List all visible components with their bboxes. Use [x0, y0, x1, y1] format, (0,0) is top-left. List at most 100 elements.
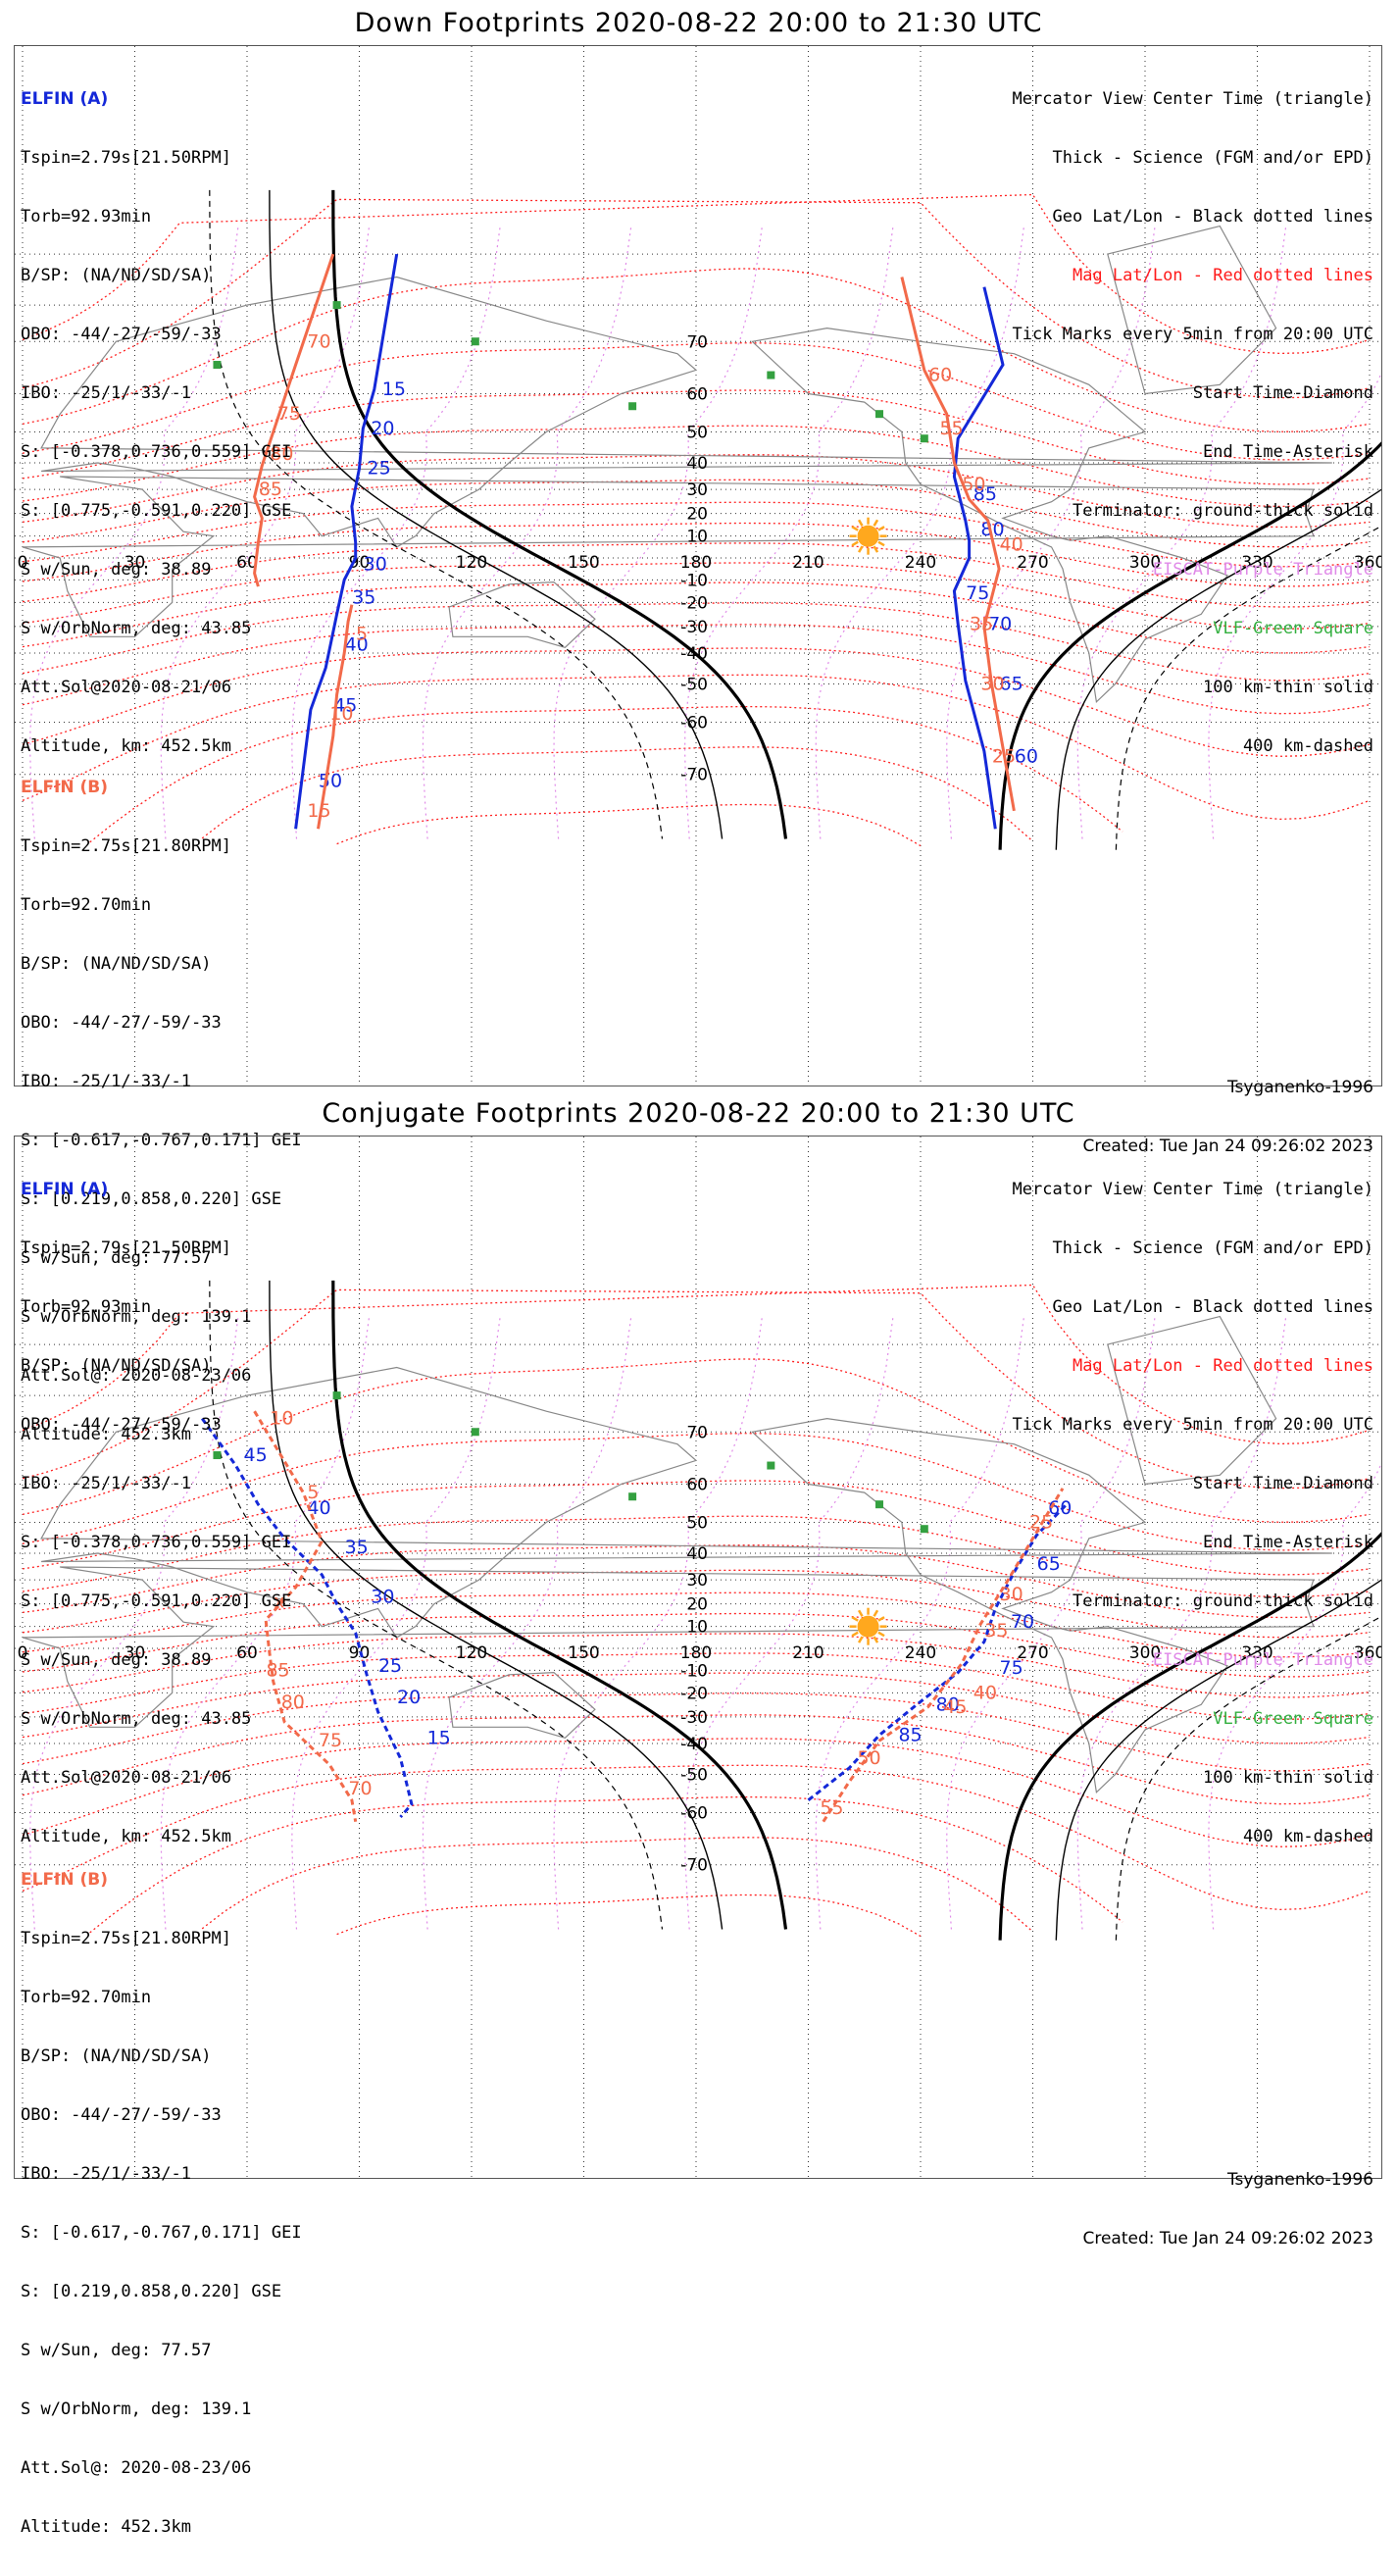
mag-lat-line	[22, 1544, 1371, 1619]
mag-lat-line	[22, 193, 1371, 355]
time-tick-label: 20	[397, 1687, 421, 1708]
vlf-station-marker	[628, 1492, 637, 1501]
elfin-b-tspin: Tspin=2.75s[21.80RPM]	[21, 1929, 231, 1948]
orbit-track	[200, 1417, 414, 1818]
lat-tick-label: -70	[680, 1856, 708, 1876]
lat-tick-label: -30	[680, 1708, 708, 1728]
time-tick-label: 35	[970, 613, 993, 634]
mag-lat-line	[22, 389, 1371, 485]
lat-tick-label: -70	[680, 766, 708, 785]
terminator-line	[269, 189, 723, 839]
lon-tick-label: 180	[680, 553, 712, 573]
mag-lon-line	[946, 226, 1156, 839]
mag-lat-line	[336, 1894, 922, 1938]
lat-tick-label: 30	[686, 1571, 708, 1591]
elfin-b-gei: S: [-0.617,-0.767,0.171] GEI	[21, 2223, 302, 2243]
lon-tick-label: 300	[1129, 553, 1161, 573]
terminator-line	[1115, 1615, 1381, 1941]
time-tick-label: 50	[319, 770, 342, 791]
elfin-b-bsp: B/SP: (NA/ND/SD/SA)	[21, 2046, 212, 2066]
continent-outline	[1107, 1315, 1277, 1486]
elfin-a-obo: OBO: -44/-27/-59/-33	[21, 325, 222, 344]
lon-tick-label: 60	[236, 1643, 258, 1663]
time-tick-label: 80	[281, 1692, 305, 1713]
time-tick-label: 75	[277, 403, 301, 425]
vlf-station-marker	[875, 410, 884, 419]
mag-lat-line	[22, 1633, 1371, 1698]
mercator-map: 0 30 60 90 120 150 180 210 240 270 300 330 360706050…	[15, 46, 1381, 1086]
lat-tick-label: -10	[680, 571, 708, 590]
time-tick-label: 65	[1000, 674, 1023, 695]
time-tick-label: 75	[1000, 1657, 1023, 1679]
time-tick-label: 85	[973, 483, 997, 505]
legend-item: Mercator View Center Time (triangle)	[1012, 89, 1373, 109]
panel-title: Conjugate Footprints 2020-08-22 20:00 to…	[322, 1098, 1075, 1129]
lon-tick-label: 240	[905, 553, 936, 573]
legend-item: Tick Marks every 5min from 20:00 UTC	[1012, 325, 1373, 344]
continent-outline	[448, 581, 596, 648]
time-tick-label: 5	[307, 1482, 319, 1503]
legend-item: Start Time-Diamond	[1192, 1474, 1373, 1493]
terminator-line	[209, 189, 664, 839]
elfin-a-title: ELFIN (A)	[21, 1180, 109, 1199]
legend-item: Mag Lat/Lon - Red dotted lines	[1072, 1356, 1373, 1376]
time-tick-label: 25	[378, 1655, 402, 1677]
time-tick-label: 10	[270, 1408, 293, 1430]
continent-outline	[22, 476, 1315, 637]
down-footprints-panel: Down Footprints 2020-08-22 20:00 to 21:3…	[0, 0, 1397, 1444]
time-tick-label: 60	[928, 365, 952, 386]
time-tick-label: 85	[898, 1725, 922, 1746]
lat-tick-label: 10	[686, 528, 708, 547]
time-tick-label: 60	[1015, 746, 1038, 768]
mag-lon-line	[553, 226, 763, 839]
sun-ray	[857, 1609, 864, 1617]
lat-tick-label: 40	[686, 1544, 708, 1564]
lon-tick-label: 120	[456, 1643, 487, 1663]
elfin-a-tspin: Tspin=2.79s[21.50RPM]	[21, 1238, 231, 1258]
terminator-line	[1055, 488, 1381, 850]
sun-ray	[851, 1631, 859, 1638]
lon-tick-label: 240	[905, 1643, 936, 1663]
legend-item: 400 km-dashed	[1242, 1827, 1373, 1846]
time-tick-label: 15	[382, 379, 406, 400]
legend-item: End Time-Asterisk	[1203, 442, 1373, 462]
elfin-b-attsol: Att.Sol@: 2020-08-23/06	[21, 1366, 252, 1386]
continent-outline	[1107, 225, 1277, 395]
time-tick-label: 25	[1029, 1511, 1053, 1533]
time-tick-label: 60	[1048, 1497, 1072, 1519]
time-tick-label: 45	[943, 1696, 967, 1718]
mag-lon-line	[683, 1316, 894, 1930]
vlf-station-marker	[875, 1500, 884, 1509]
created-timestamp: Created: Tue Jan 24 09:26:02 2023	[1082, 1136, 1373, 1156]
time-tick-label: 85	[259, 479, 282, 500]
time-tick-label: 35	[984, 1620, 1008, 1642]
elfin-a-bsp: B/SP: (NA/ND/SD/SA)	[21, 1356, 212, 1376]
lon-tick-label: 210	[792, 553, 823, 573]
mag-lat-line	[22, 1612, 1371, 1678]
continent-outline	[751, 327, 1228, 704]
mercator-map: 0 30 60 90 120 150 180 210 240 270 300 330 360706050…	[15, 1136, 1381, 2178]
mag-lat-line	[201, 1837, 1033, 1933]
elfin-a-altitude: Altitude, km: 452.5km	[21, 1827, 231, 1846]
sun-ray	[877, 1616, 885, 1622]
mag-lon-line	[553, 1316, 763, 1930]
elfin-a-gse: S: [0.775,-0.591,0.220] GSE	[21, 1591, 292, 1611]
time-tick-label: 55	[939, 418, 963, 439]
elfin-a-gse: S: [0.775,-0.591,0.220] GSE	[21, 501, 292, 521]
legend-item: Terminator: ground-thick solid	[1072, 501, 1373, 521]
lat-tick-label: 30	[686, 480, 708, 500]
elfin-b-info: ELFIN (B) Tspin=2.75s[21.80RPM] Torb=92.…	[21, 1831, 302, 2576]
lat-tick-label: -50	[680, 1766, 708, 1786]
footer: Tsyganenko-1996 Created: Tue Jan 24 09:2…	[1082, 2131, 1373, 2288]
time-tick-label: 70	[348, 1778, 372, 1799]
elfin-a-info: ELFIN (A) Tspin=2.79s[21.50RPM] Torb=92.…	[21, 50, 291, 795]
sun-ray	[851, 1616, 859, 1622]
lon-tick-label: 180	[680, 1643, 712, 1663]
mag-lat-line	[22, 1358, 1371, 1523]
map-frame: 0 30 60 90 120 150 180 210 240 270 300 330 360 70 60 50…	[14, 1136, 1382, 2537]
vlf-station-marker	[332, 301, 341, 310]
lon-tick-label: 120	[456, 553, 487, 573]
elfin-b-bsp: B/SP: (NA/ND/SD/SA)	[21, 954, 212, 974]
mag-lat-line	[336, 803, 922, 847]
lat-tick-label: 50	[686, 423, 708, 442]
